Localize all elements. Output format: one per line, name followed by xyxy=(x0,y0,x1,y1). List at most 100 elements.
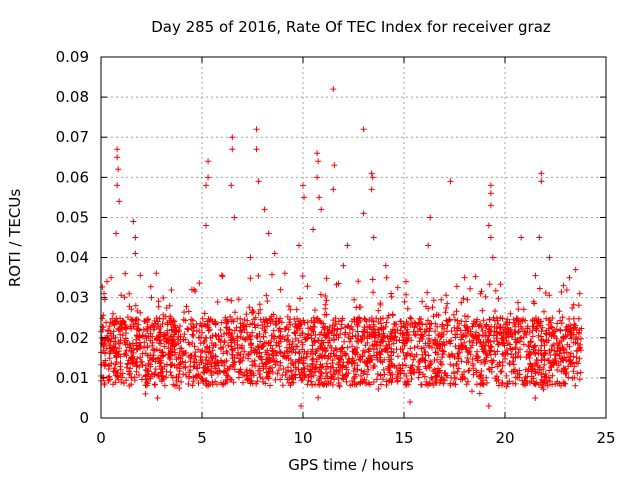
y-tick-label: 0.08 xyxy=(56,88,89,106)
data-point xyxy=(546,254,553,261)
data-point xyxy=(166,302,173,309)
data-point xyxy=(271,250,278,257)
data-point xyxy=(126,382,133,389)
data-point xyxy=(330,86,337,93)
data-point xyxy=(116,198,123,205)
data-point xyxy=(407,398,414,405)
data-point xyxy=(205,158,212,165)
data-point xyxy=(487,234,494,241)
axis-ticks xyxy=(100,56,607,419)
data-point xyxy=(301,194,308,201)
data-points xyxy=(100,86,583,409)
data-point xyxy=(114,146,121,153)
data-point xyxy=(532,394,539,401)
data-point xyxy=(314,174,321,181)
data-point xyxy=(203,182,210,189)
data-point xyxy=(229,146,236,153)
y-tick-label: 0.03 xyxy=(56,289,89,307)
data-point xyxy=(403,278,410,285)
data-point xyxy=(318,206,325,213)
data-point xyxy=(485,222,492,229)
data-point xyxy=(113,230,120,237)
data-point xyxy=(368,170,375,177)
data-point xyxy=(247,254,254,261)
data-point xyxy=(154,394,161,401)
y-tick-label: 0.09 xyxy=(56,48,89,66)
data-point xyxy=(331,162,338,169)
data-point xyxy=(261,206,268,213)
data-point xyxy=(447,178,454,185)
data-point xyxy=(360,210,367,217)
data-point xyxy=(115,166,122,173)
data-point xyxy=(330,186,337,193)
data-point xyxy=(538,178,545,185)
data-point xyxy=(368,186,375,193)
data-point xyxy=(101,290,108,297)
data-point xyxy=(253,126,260,133)
data-point xyxy=(518,234,525,241)
y-tick-label: 0.07 xyxy=(56,128,89,146)
data-point xyxy=(122,270,129,277)
data-point xyxy=(576,290,583,297)
x-tick-label: 5 xyxy=(197,429,207,447)
data-point xyxy=(572,266,579,273)
data-point xyxy=(369,174,376,181)
plot-frame xyxy=(100,56,607,419)
x-tick-label: 10 xyxy=(293,429,312,447)
data-point xyxy=(487,202,494,209)
data-point xyxy=(231,214,238,221)
x-tick-label: 0 xyxy=(96,429,106,447)
x-tick-label: 15 xyxy=(394,429,413,447)
data-point xyxy=(536,234,543,241)
data-point xyxy=(360,126,367,133)
data-point xyxy=(188,286,195,293)
data-point xyxy=(114,154,121,161)
y-tick-label: 0.06 xyxy=(56,168,89,186)
data-point xyxy=(114,182,121,189)
data-point xyxy=(485,402,492,409)
data-point xyxy=(297,402,304,409)
data-point xyxy=(130,218,137,225)
data-point xyxy=(295,242,302,249)
data-point xyxy=(382,262,389,269)
data-point xyxy=(148,294,155,301)
data-point xyxy=(316,194,323,201)
data-point xyxy=(461,274,468,281)
data-point xyxy=(265,230,272,237)
data-point xyxy=(104,278,111,285)
data-point xyxy=(108,274,115,281)
data-point xyxy=(132,250,139,257)
data-point xyxy=(205,174,212,181)
data-point xyxy=(538,170,545,177)
data-point xyxy=(487,182,494,189)
data-point xyxy=(314,150,321,157)
x-tick-label: 20 xyxy=(495,429,514,447)
y-tick-labels: 0 0.01 0.02 0.03 0.04 0.05 0.06 0.07 0.08 0.09 xyxy=(56,48,89,427)
data-point xyxy=(489,254,496,261)
data-point xyxy=(427,214,434,221)
y-tick-label: 0.01 xyxy=(56,369,89,387)
data-point xyxy=(229,134,236,141)
data-point xyxy=(370,234,377,241)
y-tick-label: 0.04 xyxy=(56,249,89,267)
data-point xyxy=(228,182,235,189)
data-point xyxy=(340,262,347,269)
y-tick-label: 0 xyxy=(79,409,89,427)
chart-title: Day 285 of 2016, Rate Of TEC Index for r… xyxy=(151,18,551,36)
data-point xyxy=(132,234,139,241)
y-axis-title: ROTI / TECUs xyxy=(6,189,24,287)
data-point xyxy=(315,158,322,165)
data-point xyxy=(300,182,306,189)
data-point xyxy=(310,226,317,233)
x-tick-label: 25 xyxy=(596,429,615,447)
data-point xyxy=(344,242,351,249)
data-point xyxy=(142,390,149,397)
data-point xyxy=(560,282,567,289)
data-point xyxy=(203,222,210,229)
y-tick-label: 0.05 xyxy=(56,208,89,226)
x-tick-labels: 0 5 10 15 20 25 xyxy=(96,429,615,447)
data-point xyxy=(255,178,262,185)
data-point xyxy=(253,146,260,153)
baseline-noise-marks xyxy=(98,270,585,401)
